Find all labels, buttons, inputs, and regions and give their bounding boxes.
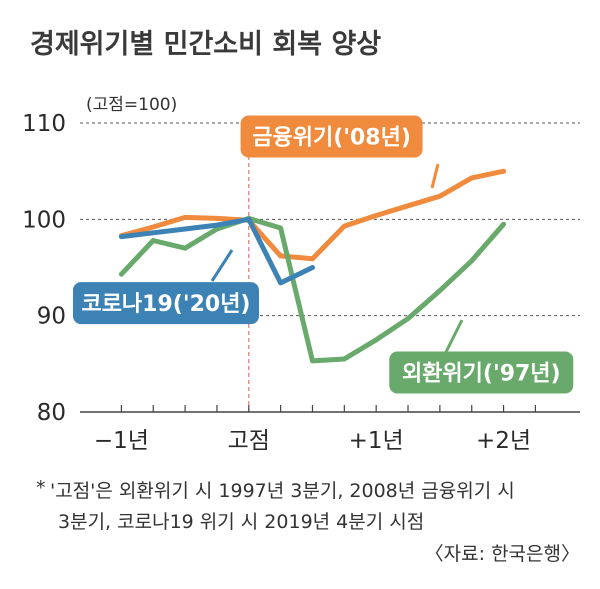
x-tick-3: +2년 — [476, 428, 531, 454]
series-label-0: 금융위기('08년) — [252, 125, 411, 150]
series-line-0 — [118, 168, 507, 262]
note-mark: * — [36, 477, 46, 499]
source-label: 〈자료: 한국은행〉 — [425, 543, 580, 565]
note-line-2: 3분기, 코로나19 위기 시 2019년 4분기 시점 — [58, 511, 424, 533]
x-tick-1: 고점 — [228, 428, 270, 454]
y-tick-110: 110 — [22, 111, 66, 137]
x-tick-0: −1년 — [94, 428, 149, 454]
series-line-1 — [118, 215, 507, 364]
series-label-1: 외환위기('97년) — [402, 362, 561, 387]
series-label-pointer-1 — [444, 319, 464, 353]
x-tick-labels: −1년 고점 +1년 +2년 — [94, 428, 531, 454]
chart-title: 경제위기별 민간소비 회복 양상 — [30, 29, 381, 60]
x-tick-2: +1년 — [349, 428, 404, 454]
series-lines — [118, 168, 507, 364]
grid-lines — [80, 122, 580, 317]
series-label-2: 코로나19('20년) — [81, 292, 250, 317]
y-tick-80: 80 — [37, 400, 66, 426]
series-label-box-1 — [389, 351, 574, 394]
series-labels: 금융위기('08년) 외환위기('97년) 코로나19('20년) — [72, 115, 574, 394]
series-label-box-0 — [240, 115, 423, 158]
series-line-2 — [118, 216, 315, 286]
series-label-box-2 — [72, 282, 259, 325]
note-line-1: '고점'은 외환위기 시 1997년 3분기, 2008년 금융위기 시 — [50, 480, 515, 502]
y-tick-labels: 110 100 90 80 — [22, 111, 66, 426]
y-tick-90: 90 — [37, 304, 66, 330]
unit-label: (고점=100) — [86, 95, 177, 115]
series-label-pointer-0 — [430, 163, 440, 189]
series-label-pointer-2 — [210, 249, 234, 282]
x-minor-ticks — [120, 405, 537, 412]
y-tick-100: 100 — [22, 207, 66, 233]
